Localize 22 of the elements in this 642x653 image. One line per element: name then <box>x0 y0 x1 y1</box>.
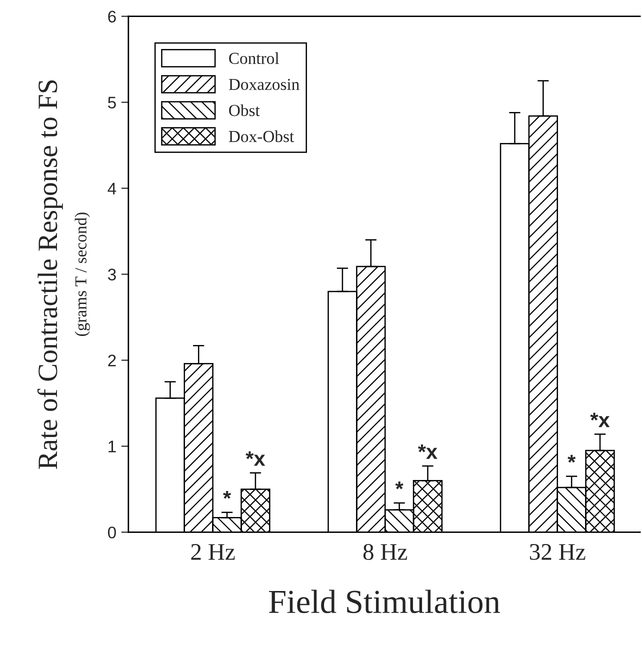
text: Rate of Contractile Response to FS (grams T / second) <box>37 80 90 470</box>
annotation: *x <box>590 412 610 428</box>
legend-label: Obst <box>229 104 260 116</box>
annotation: * <box>223 490 232 499</box>
legend-label: Doxazosin <box>228 78 300 90</box>
legend-label: Control <box>229 52 279 64</box>
y-tick-label: 6 <box>108 10 116 23</box>
y-tick-label: 3 <box>108 268 116 280</box>
y-tick-label: 2 <box>108 354 116 366</box>
annotation: * <box>395 482 404 490</box>
y-tick-label: 4 <box>108 182 116 194</box>
x-tick-label: 32 Hz <box>530 544 586 560</box>
x-tick-label: 8 Hz <box>363 544 408 560</box>
annotation: *x <box>418 444 438 459</box>
legend-label: Dox-Obst <box>228 130 294 142</box>
annotation: * <box>568 454 576 463</box>
annotation: *x <box>246 451 266 466</box>
x-tick-label: 2 Hz <box>191 544 235 560</box>
y-tick-label: 0 <box>108 526 116 538</box>
x-axis-title: Field Stimulation <box>268 590 500 614</box>
y-tick-label: 5 <box>108 96 116 109</box>
y-tick-label: 1 <box>108 440 116 452</box>
